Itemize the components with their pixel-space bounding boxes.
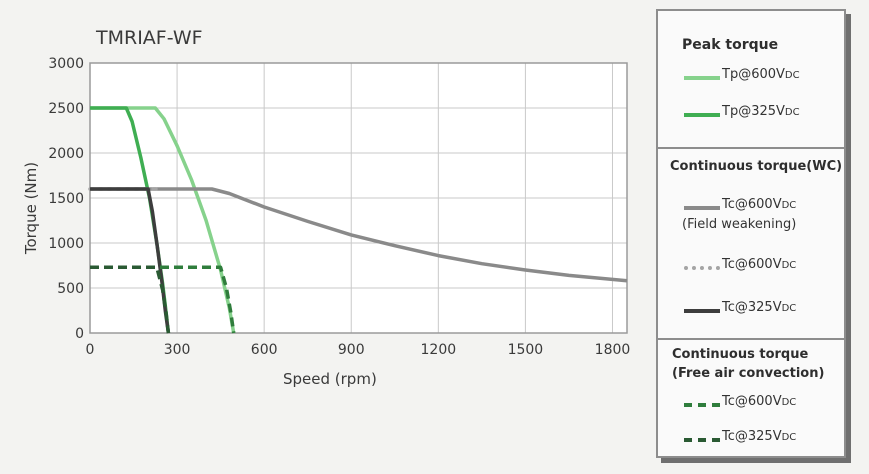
legend-label-tc600: Tc@600VDC (722, 257, 797, 272)
legend-label-tc600air: Tc@600VDC (722, 394, 797, 409)
legend-label-tp325: Tp@325VDC (722, 104, 800, 119)
y-tick-label: 1000 (48, 236, 84, 252)
x-tick-label: 0 (86, 342, 95, 358)
x-tick-label: 1800 (595, 342, 631, 358)
legend-label-tp600: Tp@600VDC (722, 67, 800, 82)
series-line-tc600air (90, 265, 236, 334)
x-tick-label: 1500 (508, 342, 544, 358)
legend-swatch-tc600air (684, 403, 720, 407)
series-line-tc325air (90, 265, 171, 334)
x-axis-title: Speed (rpm) (283, 370, 377, 388)
legend-swatch-tp600 (684, 76, 720, 80)
series-line-tc600fw (90, 187, 628, 283)
legend-heading-continuous-wc: Continuous torque(WC) (670, 159, 843, 174)
legend-swatch-tc325 (684, 309, 720, 313)
legend: Peak torque Tp@600VDC Tp@325VDC Continuo… (656, 9, 846, 458)
x-tick-label: 1200 (421, 342, 457, 358)
legend-swatch-tp325 (684, 113, 720, 117)
y-tick-label: 2500 (48, 101, 84, 117)
legend-label-tc600fw-note: (Field weakening) (682, 217, 797, 232)
legend-heading-continuous-air-sub: (Free air convection) (672, 366, 825, 381)
legend-swatch-tc600 (684, 266, 720, 270)
chart-title: TMRIAF-WF (96, 27, 203, 49)
x-tick-label: 300 (164, 342, 191, 358)
legend-label-tc325: Tc@325VDC (722, 300, 797, 315)
y-axis-title: Torque (Nm) (22, 161, 40, 255)
y-tick-label: 0 (75, 326, 84, 342)
legend-heading-peak-torque: Peak torque (682, 37, 779, 53)
y-tick-label: 2000 (48, 146, 84, 162)
y-tick-label: 1500 (48, 191, 84, 207)
x-tick-label: 600 (251, 342, 278, 358)
x-tick-label: 900 (338, 342, 365, 358)
legend-label-tc325air: Tc@325VDC (722, 429, 797, 444)
plot-frame (89, 62, 628, 334)
legend-heading-continuous-air: Continuous torque (672, 347, 809, 362)
legend-divider (658, 147, 844, 149)
legend-label-tc600fw: Tc@600VDC (722, 197, 797, 212)
legend-swatch-tc600fw (684, 206, 720, 210)
y-tick-label: 3000 (48, 56, 84, 72)
legend-divider (658, 338, 844, 340)
legend-swatch-tc325air (684, 438, 720, 442)
y-tick-label: 500 (57, 281, 84, 297)
